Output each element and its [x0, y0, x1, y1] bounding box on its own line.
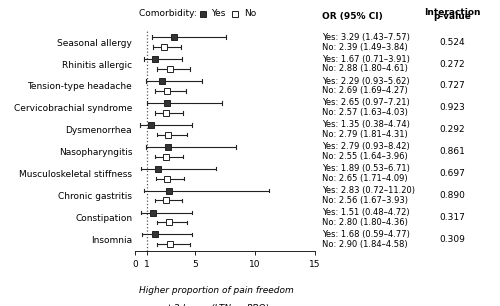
Text: Yes: 1.89 (0.53–6.71): Yes: 1.89 (0.53–6.71)	[322, 164, 410, 173]
Text: No: 2.79 (1.81–4.31): No: 2.79 (1.81–4.31)	[322, 130, 408, 139]
Text: No: 2.39 (1.49–3.84): No: 2.39 (1.49–3.84)	[322, 43, 408, 51]
Text: Yes: 2.29 (0.93–5.62): Yes: 2.29 (0.93–5.62)	[322, 76, 410, 85]
Text: Yes: 3.29 (1.43–7.57): Yes: 3.29 (1.43–7.57)	[322, 33, 410, 42]
Text: Yes: 1.68 (0.59–4.77): Yes: 1.68 (0.59–4.77)	[322, 230, 410, 239]
Text: 0.861: 0.861	[440, 147, 466, 156]
Text: No: 2.65 (1.71–4.09): No: 2.65 (1.71–4.09)	[322, 174, 408, 183]
Text: No: No	[244, 9, 256, 18]
Text: 0.923: 0.923	[440, 103, 466, 112]
Text: Higher proportion of pain freedom: Higher proportion of pain freedom	[138, 286, 294, 295]
Text: No: 2.90 (1.84–4.58): No: 2.90 (1.84–4.58)	[322, 240, 408, 249]
Text: 0.272: 0.272	[440, 60, 466, 69]
Text: Yes: 1.67 (0.71–3.91): Yes: 1.67 (0.71–3.91)	[322, 54, 410, 64]
Text: Yes: Yes	[212, 9, 226, 18]
Text: No: 2.69 (1.69–4.27): No: 2.69 (1.69–4.27)	[322, 86, 408, 95]
Text: 0.727: 0.727	[440, 81, 466, 91]
Text: at 2 hours (LTN vs PBO): at 2 hours (LTN vs PBO)	[162, 304, 270, 306]
Text: No: 2.88 (1.80–4.61): No: 2.88 (1.80–4.61)	[322, 65, 408, 73]
Text: No: 2.57 (1.63–4.03): No: 2.57 (1.63–4.03)	[322, 108, 408, 117]
Text: 0.309: 0.309	[440, 235, 466, 244]
Text: 0.524: 0.524	[440, 38, 466, 47]
Text: OR (95% CI): OR (95% CI)	[322, 13, 384, 21]
Text: No: 2.80 (1.80–4.36): No: 2.80 (1.80–4.36)	[322, 218, 408, 227]
Text: Interaction: Interaction	[424, 8, 481, 17]
Text: No: 2.56 (1.67–3.93): No: 2.56 (1.67–3.93)	[322, 196, 408, 205]
Text: Yes: 1.35 (0.38–4.74): Yes: 1.35 (0.38–4.74)	[322, 120, 410, 129]
Text: No: 2.55 (1.64–3.96): No: 2.55 (1.64–3.96)	[322, 152, 408, 161]
Text: Yes: 2.83 (0.72–11.20): Yes: 2.83 (0.72–11.20)	[322, 186, 416, 195]
Text: Yes: 2.79 (0.93–8.42): Yes: 2.79 (0.93–8.42)	[322, 142, 410, 151]
Text: 0.317: 0.317	[440, 213, 466, 222]
Text: Yes: 1.51 (0.48–4.72): Yes: 1.51 (0.48–4.72)	[322, 208, 410, 217]
Text: Yes: 2.65 (0.97–7.21): Yes: 2.65 (0.97–7.21)	[322, 99, 410, 107]
Text: 0.697: 0.697	[440, 169, 466, 178]
Text: Comorbidity:: Comorbidity:	[140, 9, 200, 18]
Text: 0.292: 0.292	[440, 125, 466, 134]
Text: 0.890: 0.890	[440, 191, 466, 200]
Text: p-value: p-value	[434, 13, 472, 21]
